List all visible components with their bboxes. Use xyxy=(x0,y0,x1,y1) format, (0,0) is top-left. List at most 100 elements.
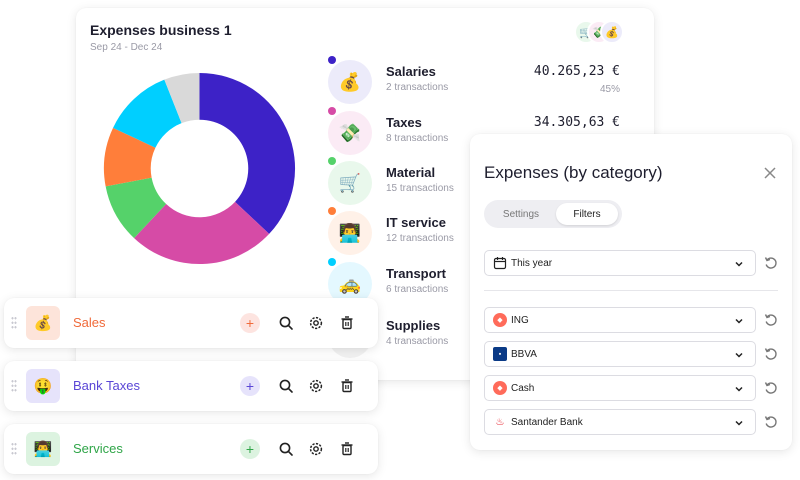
category-row-taxes[interactable]: 💸 Taxes 8 transactions 34.305,63 € xyxy=(324,107,624,159)
bank-filter-cash[interactable]: ◆ Cash xyxy=(484,375,756,401)
category-transactions: 2 transactions xyxy=(386,82,449,93)
category-amount: 40.265,23 € xyxy=(533,64,620,79)
category-name: Material xyxy=(386,165,436,180)
cart-icon: 🛒 xyxy=(328,161,372,205)
card-title: Expenses business 1 xyxy=(90,22,232,38)
category-icon-stack[interactable]: 🛒 💸 💰 xyxy=(574,20,626,46)
category-name: Taxes xyxy=(386,115,422,130)
chevron-down-icon xyxy=(735,420,743,426)
category-card-bank-taxes[interactable]: 🤑 Bank Taxes + xyxy=(4,361,378,411)
date-filter-select[interactable]: This year xyxy=(484,250,756,276)
donut-slice-taxes[interactable] xyxy=(134,201,270,265)
divider xyxy=(484,290,778,291)
select-value: BBVA xyxy=(511,349,537,360)
select-value: Cash xyxy=(511,383,535,394)
tab-filters[interactable]: Filters xyxy=(556,203,618,225)
select-value: This year xyxy=(511,258,553,269)
category-name: Transport xyxy=(386,266,446,281)
money-face-icon: 🤑 xyxy=(26,369,60,403)
technician-icon: 👨‍💻 xyxy=(26,432,60,466)
category-row-salaries[interactable]: 💰 Salaries 2 transactions 40.265,23 € 45… xyxy=(324,56,624,108)
reset-icon[interactable] xyxy=(763,346,779,362)
gear-icon xyxy=(309,316,323,330)
category-row-it-service[interactable]: 👨‍💻 IT service 12 transactions xyxy=(324,207,624,259)
date-range: Sep 24 - Dec 24 xyxy=(90,42,163,53)
tab-settings[interactable]: Settings xyxy=(502,208,540,220)
add-button[interactable]: + xyxy=(240,439,260,459)
reset-icon[interactable] xyxy=(763,414,779,430)
category-name: Supplies xyxy=(386,318,441,333)
category-name: IT service xyxy=(386,215,446,230)
select-value: ING xyxy=(511,315,529,326)
drag-handle-icon[interactable] xyxy=(11,379,17,393)
delete-button[interactable] xyxy=(337,439,357,459)
category-label: Sales xyxy=(73,315,106,330)
search-icon xyxy=(279,316,293,330)
santander-logo-icon: ♨ xyxy=(495,416,505,428)
search-button[interactable] xyxy=(276,439,296,459)
category-color-dot xyxy=(328,207,336,215)
category-transactions: 12 transactions xyxy=(386,233,454,244)
gear-icon xyxy=(309,442,323,456)
settings-button[interactable] xyxy=(306,313,326,333)
donut-slice-material[interactable] xyxy=(105,177,167,239)
category-color-dot xyxy=(328,258,336,266)
reset-icon[interactable] xyxy=(763,255,779,271)
chevron-down-icon xyxy=(735,261,743,267)
category-label: Bank Taxes xyxy=(73,378,140,393)
chevron-down-icon xyxy=(735,352,743,358)
bbva-logo-icon: ▪ xyxy=(493,347,507,361)
search-button[interactable] xyxy=(276,313,296,333)
category-label: Services xyxy=(73,441,123,456)
bank-filter-santander[interactable]: ♨ Santander Bank xyxy=(484,409,756,435)
settings-button[interactable] xyxy=(306,439,326,459)
trash-icon xyxy=(341,316,353,330)
category-transactions: 8 transactions xyxy=(386,133,449,144)
reset-icon[interactable] xyxy=(763,380,779,396)
gear-icon xyxy=(309,379,323,393)
technician-icon: 👨‍💻 xyxy=(328,211,372,255)
reset-icon[interactable] xyxy=(763,312,779,328)
drag-handle-icon[interactable] xyxy=(11,316,17,330)
cash-icon: ◆ xyxy=(493,381,507,395)
trash-icon xyxy=(341,379,353,393)
category-transactions: 6 transactions xyxy=(386,284,449,295)
trash-icon xyxy=(341,442,353,456)
add-button[interactable]: + xyxy=(240,376,260,396)
donut-slice-supplies[interactable] xyxy=(164,72,200,124)
delete-button[interactable] xyxy=(337,376,357,396)
category-transactions: 4 transactions xyxy=(386,336,449,347)
ing-logo-icon: ◆ xyxy=(493,313,507,327)
settings-button[interactable] xyxy=(306,376,326,396)
panel-title: Expenses (by category) xyxy=(484,163,663,182)
bank-filter-ing[interactable]: ◆ ING xyxy=(484,307,756,333)
money-bag-icon: 💰 xyxy=(600,20,624,44)
close-icon[interactable] xyxy=(762,165,778,181)
add-button[interactable]: + xyxy=(240,313,260,333)
calendar-icon xyxy=(493,257,507,270)
chevron-down-icon xyxy=(735,318,743,324)
panel-tabs: Settings Filters xyxy=(484,200,622,228)
category-color-dot xyxy=(328,157,336,165)
money-wings-icon: 💸 xyxy=(328,111,372,155)
search-icon xyxy=(279,442,293,456)
category-card-sales[interactable]: 💰 Sales + xyxy=(4,298,378,348)
search-icon xyxy=(279,379,293,393)
money-bag-icon: 💰 xyxy=(328,60,372,104)
category-color-dot xyxy=(328,107,336,115)
chevron-down-icon xyxy=(735,386,743,392)
delete-button[interactable] xyxy=(337,313,357,333)
category-row-material[interactable]: 🛒 Material 15 transactions xyxy=(324,157,624,209)
expenses-donut-chart xyxy=(103,72,296,265)
category-color-dot xyxy=(328,56,336,64)
bank-filter-bbva[interactable]: ▪ BBVA xyxy=(484,341,756,367)
search-button[interactable] xyxy=(276,376,296,396)
category-card-services[interactable]: 👨‍💻 Services + xyxy=(4,424,378,474)
drag-handle-icon[interactable] xyxy=(11,442,17,456)
donut-slice-salaries[interactable] xyxy=(199,72,296,234)
category-name: Salaries xyxy=(386,64,436,79)
donut-slice-it-service[interactable] xyxy=(103,127,156,187)
category-transactions: 15 transactions xyxy=(386,183,454,194)
donut-slice-transport[interactable] xyxy=(113,79,182,148)
filter-panel: Expenses (by category) Settings Filters … xyxy=(470,134,792,450)
